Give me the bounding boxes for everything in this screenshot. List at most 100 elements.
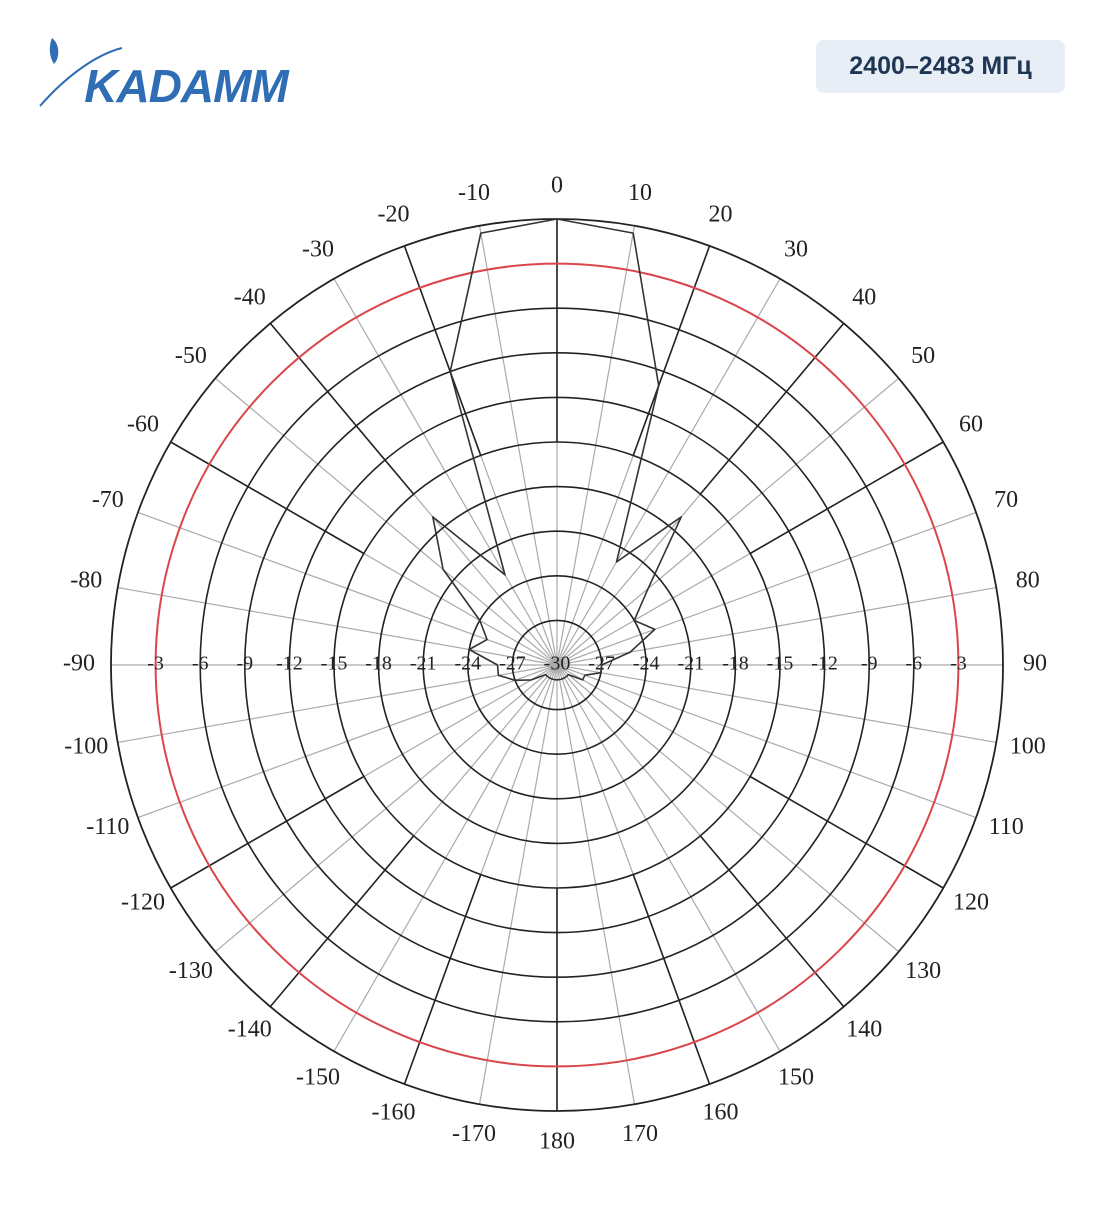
logo: KADAMM bbox=[39, 38, 291, 112]
logo-swoosh bbox=[39, 47, 123, 107]
spoke bbox=[556, 441, 944, 666]
spoke bbox=[478, 664, 558, 1105]
frequency-badge: 2400–2483 МГц bbox=[816, 40, 1065, 93]
angle-label: -100 bbox=[64, 734, 108, 760]
ring-label: -12 bbox=[811, 653, 838, 675]
angle-label: 160 bbox=[702, 1100, 738, 1126]
angle-label: -120 bbox=[121, 890, 165, 916]
spoke-major bbox=[170, 775, 365, 889]
angle-label: -170 bbox=[452, 1121, 496, 1147]
angle-label: 170 bbox=[622, 1121, 658, 1147]
ring bbox=[243, 351, 871, 979]
ring-label: -30 bbox=[544, 653, 571, 675]
angle-label: 110 bbox=[989, 814, 1024, 840]
spoke-major bbox=[269, 322, 415, 495]
spoke bbox=[214, 664, 558, 953]
spoke bbox=[556, 664, 900, 953]
ring-label: -27 bbox=[499, 653, 526, 675]
spoke bbox=[403, 245, 558, 666]
angle-label: 50 bbox=[911, 343, 935, 369]
angle-label: -110 bbox=[86, 814, 129, 840]
spoke-major bbox=[632, 874, 711, 1085]
ring-label: -24 bbox=[633, 653, 660, 675]
angle-label: -130 bbox=[169, 958, 213, 984]
spoke-major bbox=[269, 835, 415, 1008]
spoke bbox=[403, 664, 558, 1085]
spoke bbox=[556, 377, 900, 666]
spoke bbox=[214, 377, 558, 666]
ring bbox=[466, 574, 647, 755]
logo-icon bbox=[49, 38, 59, 64]
spoke bbox=[556, 278, 781, 666]
angle-label: 0 bbox=[551, 173, 563, 199]
ring-label: -9 bbox=[236, 653, 253, 675]
angle-label: -30 bbox=[302, 237, 334, 263]
radiation-pattern bbox=[432, 218, 682, 682]
ring-label: -21 bbox=[410, 653, 437, 675]
angle-label: 180 bbox=[539, 1129, 575, 1155]
ring bbox=[199, 307, 915, 1023]
spoke-major bbox=[403, 245, 482, 456]
spoke bbox=[556, 664, 944, 889]
angle-label: 30 bbox=[784, 237, 808, 263]
spoke bbox=[556, 664, 636, 1105]
spoke bbox=[170, 664, 558, 889]
angle-label: 60 bbox=[959, 412, 983, 438]
angle-label: -10 bbox=[458, 180, 490, 206]
spoke bbox=[556, 586, 997, 666]
spoke bbox=[137, 664, 558, 819]
ring-label: -18 bbox=[365, 653, 392, 675]
spoke bbox=[269, 322, 558, 666]
spoke bbox=[333, 664, 558, 1052]
spoke bbox=[556, 664, 997, 744]
spoke bbox=[556, 664, 781, 1052]
spoke bbox=[556, 322, 845, 666]
spoke-major bbox=[403, 874, 482, 1085]
spoke bbox=[117, 586, 558, 666]
spoke bbox=[556, 225, 636, 666]
angle-label: -150 bbox=[296, 1064, 340, 1090]
logo-text: KADAMM bbox=[84, 60, 290, 112]
ring bbox=[377, 485, 737, 845]
spoke-major bbox=[170, 441, 365, 555]
angle-label: -50 bbox=[175, 343, 207, 369]
spoke bbox=[269, 664, 558, 1008]
spoke bbox=[478, 225, 558, 666]
ring-label: -3 bbox=[950, 653, 967, 675]
spoke bbox=[333, 278, 558, 666]
spoke-major bbox=[749, 441, 944, 555]
spoke bbox=[170, 441, 558, 666]
angle-label: -80 bbox=[70, 567, 102, 593]
reference-ring bbox=[154, 262, 960, 1068]
angle-label: 40 bbox=[852, 284, 876, 310]
spoke bbox=[117, 664, 558, 744]
angle-label: -160 bbox=[372, 1100, 416, 1126]
angle-label: 150 bbox=[778, 1064, 814, 1090]
spoke-major bbox=[632, 245, 711, 456]
ring-label: -6 bbox=[192, 653, 209, 675]
ring bbox=[422, 530, 692, 800]
ring-label: -9 bbox=[861, 653, 878, 675]
angle-label: -40 bbox=[234, 284, 266, 310]
angle-label: 140 bbox=[846, 1017, 882, 1043]
angle-label: -90 bbox=[63, 651, 95, 677]
ring-label: -6 bbox=[905, 653, 922, 675]
angle-label: 10 bbox=[628, 180, 652, 206]
angle-label: 80 bbox=[1016, 567, 1040, 593]
ring-label: -27 bbox=[588, 653, 615, 675]
spoke bbox=[556, 245, 711, 666]
angle-label: 130 bbox=[905, 958, 941, 984]
ring bbox=[288, 396, 826, 934]
angle-label: 20 bbox=[708, 201, 732, 227]
spoke-major bbox=[699, 835, 845, 1008]
spoke bbox=[556, 664, 977, 819]
angle-label: 100 bbox=[1010, 734, 1046, 760]
angle-label: -20 bbox=[378, 201, 410, 227]
angle-label: -140 bbox=[228, 1017, 272, 1043]
ring-label: -12 bbox=[276, 653, 303, 675]
spoke bbox=[137, 511, 558, 666]
angle-label: 120 bbox=[953, 890, 989, 916]
ring-label: -18 bbox=[722, 653, 749, 675]
